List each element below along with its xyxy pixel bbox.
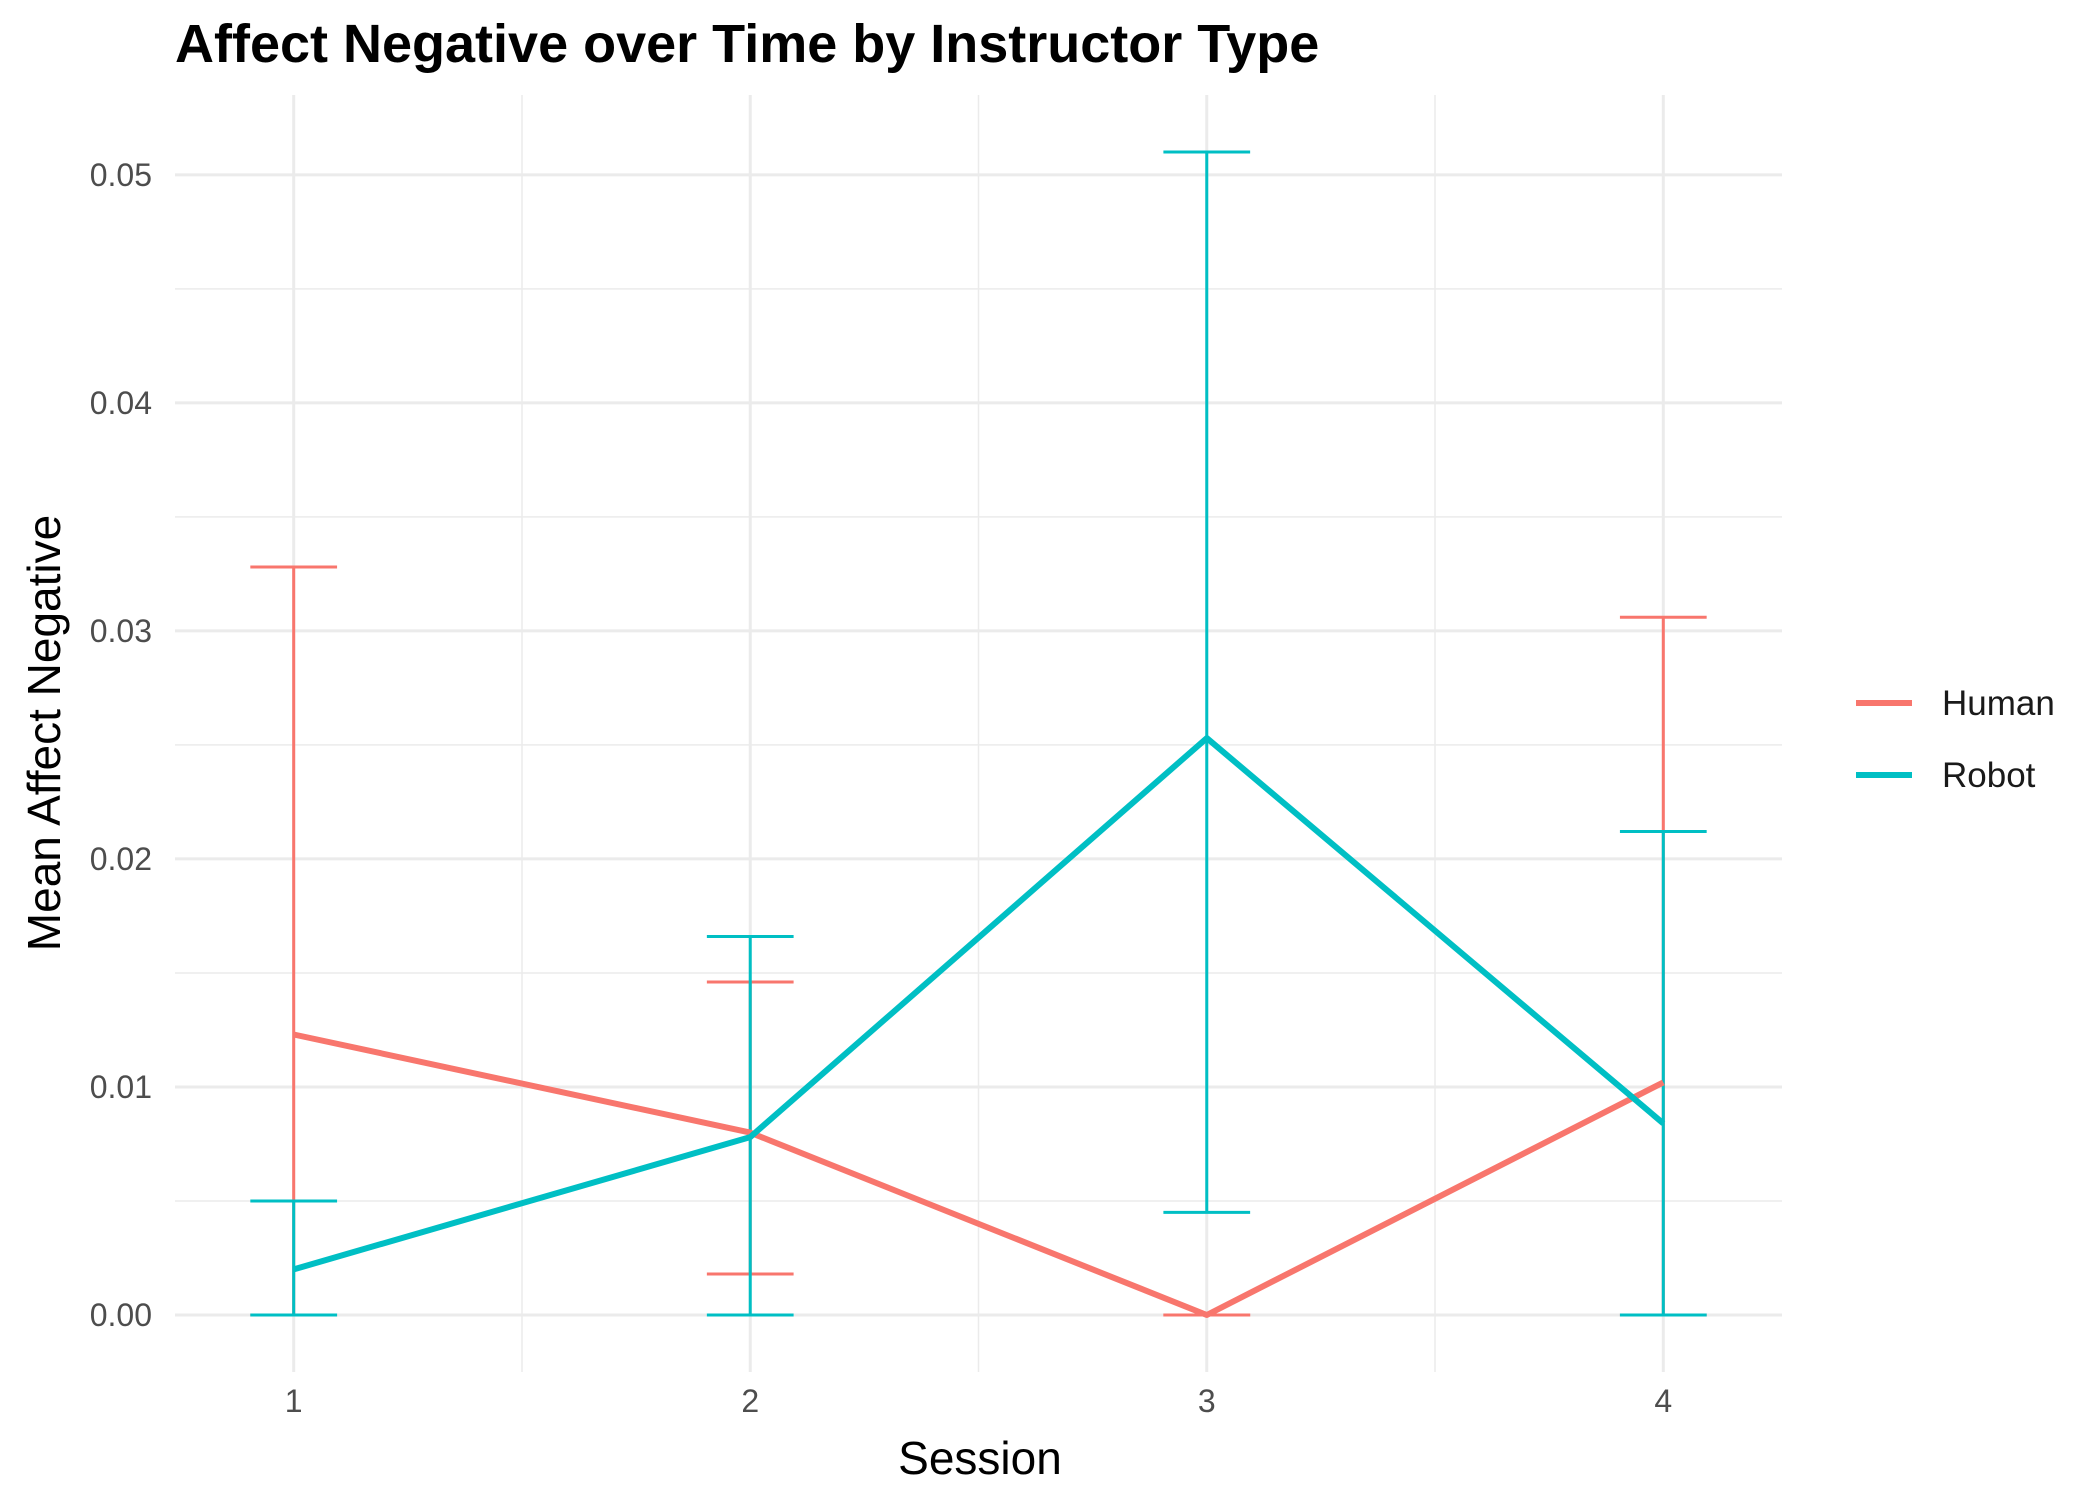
y-tick-label: 0.04 <box>90 385 152 421</box>
legend-label-human: Human <box>1942 684 2055 723</box>
x-axis-title: Session <box>898 1432 1062 1484</box>
legend: Human Robot <box>1856 684 2055 795</box>
legend-label-robot: Robot <box>1942 756 2036 795</box>
human-series-line <box>293 1031 1665 1318</box>
y-axis-ticks: 0.00 0.01 0.02 0.03 0.04 0.05 <box>90 157 152 1333</box>
robot-series-line <box>292 735 1666 1273</box>
x-tick-label: 3 <box>1198 1383 1216 1419</box>
y-axis-title: Mean Affect Negative <box>18 515 70 951</box>
x-tick-label: 4 <box>1654 1383 1672 1419</box>
x-tick-label: 1 <box>285 1383 303 1419</box>
y-tick-label: 0.05 <box>90 157 152 193</box>
y-tick-label: 0.01 <box>90 1069 152 1105</box>
x-axis-ticks: 1 2 3 4 <box>285 1383 1672 1419</box>
y-tick-label: 0.00 <box>90 1297 152 1333</box>
chart-title: Affect Negative over Time by Instructor … <box>175 14 1319 74</box>
grid-minor <box>175 95 1782 1372</box>
series-layer <box>250 150 1707 1318</box>
y-tick-label: 0.03 <box>90 613 152 649</box>
y-tick-label: 0.02 <box>90 841 152 877</box>
x-tick-label: 2 <box>741 1383 759 1419</box>
